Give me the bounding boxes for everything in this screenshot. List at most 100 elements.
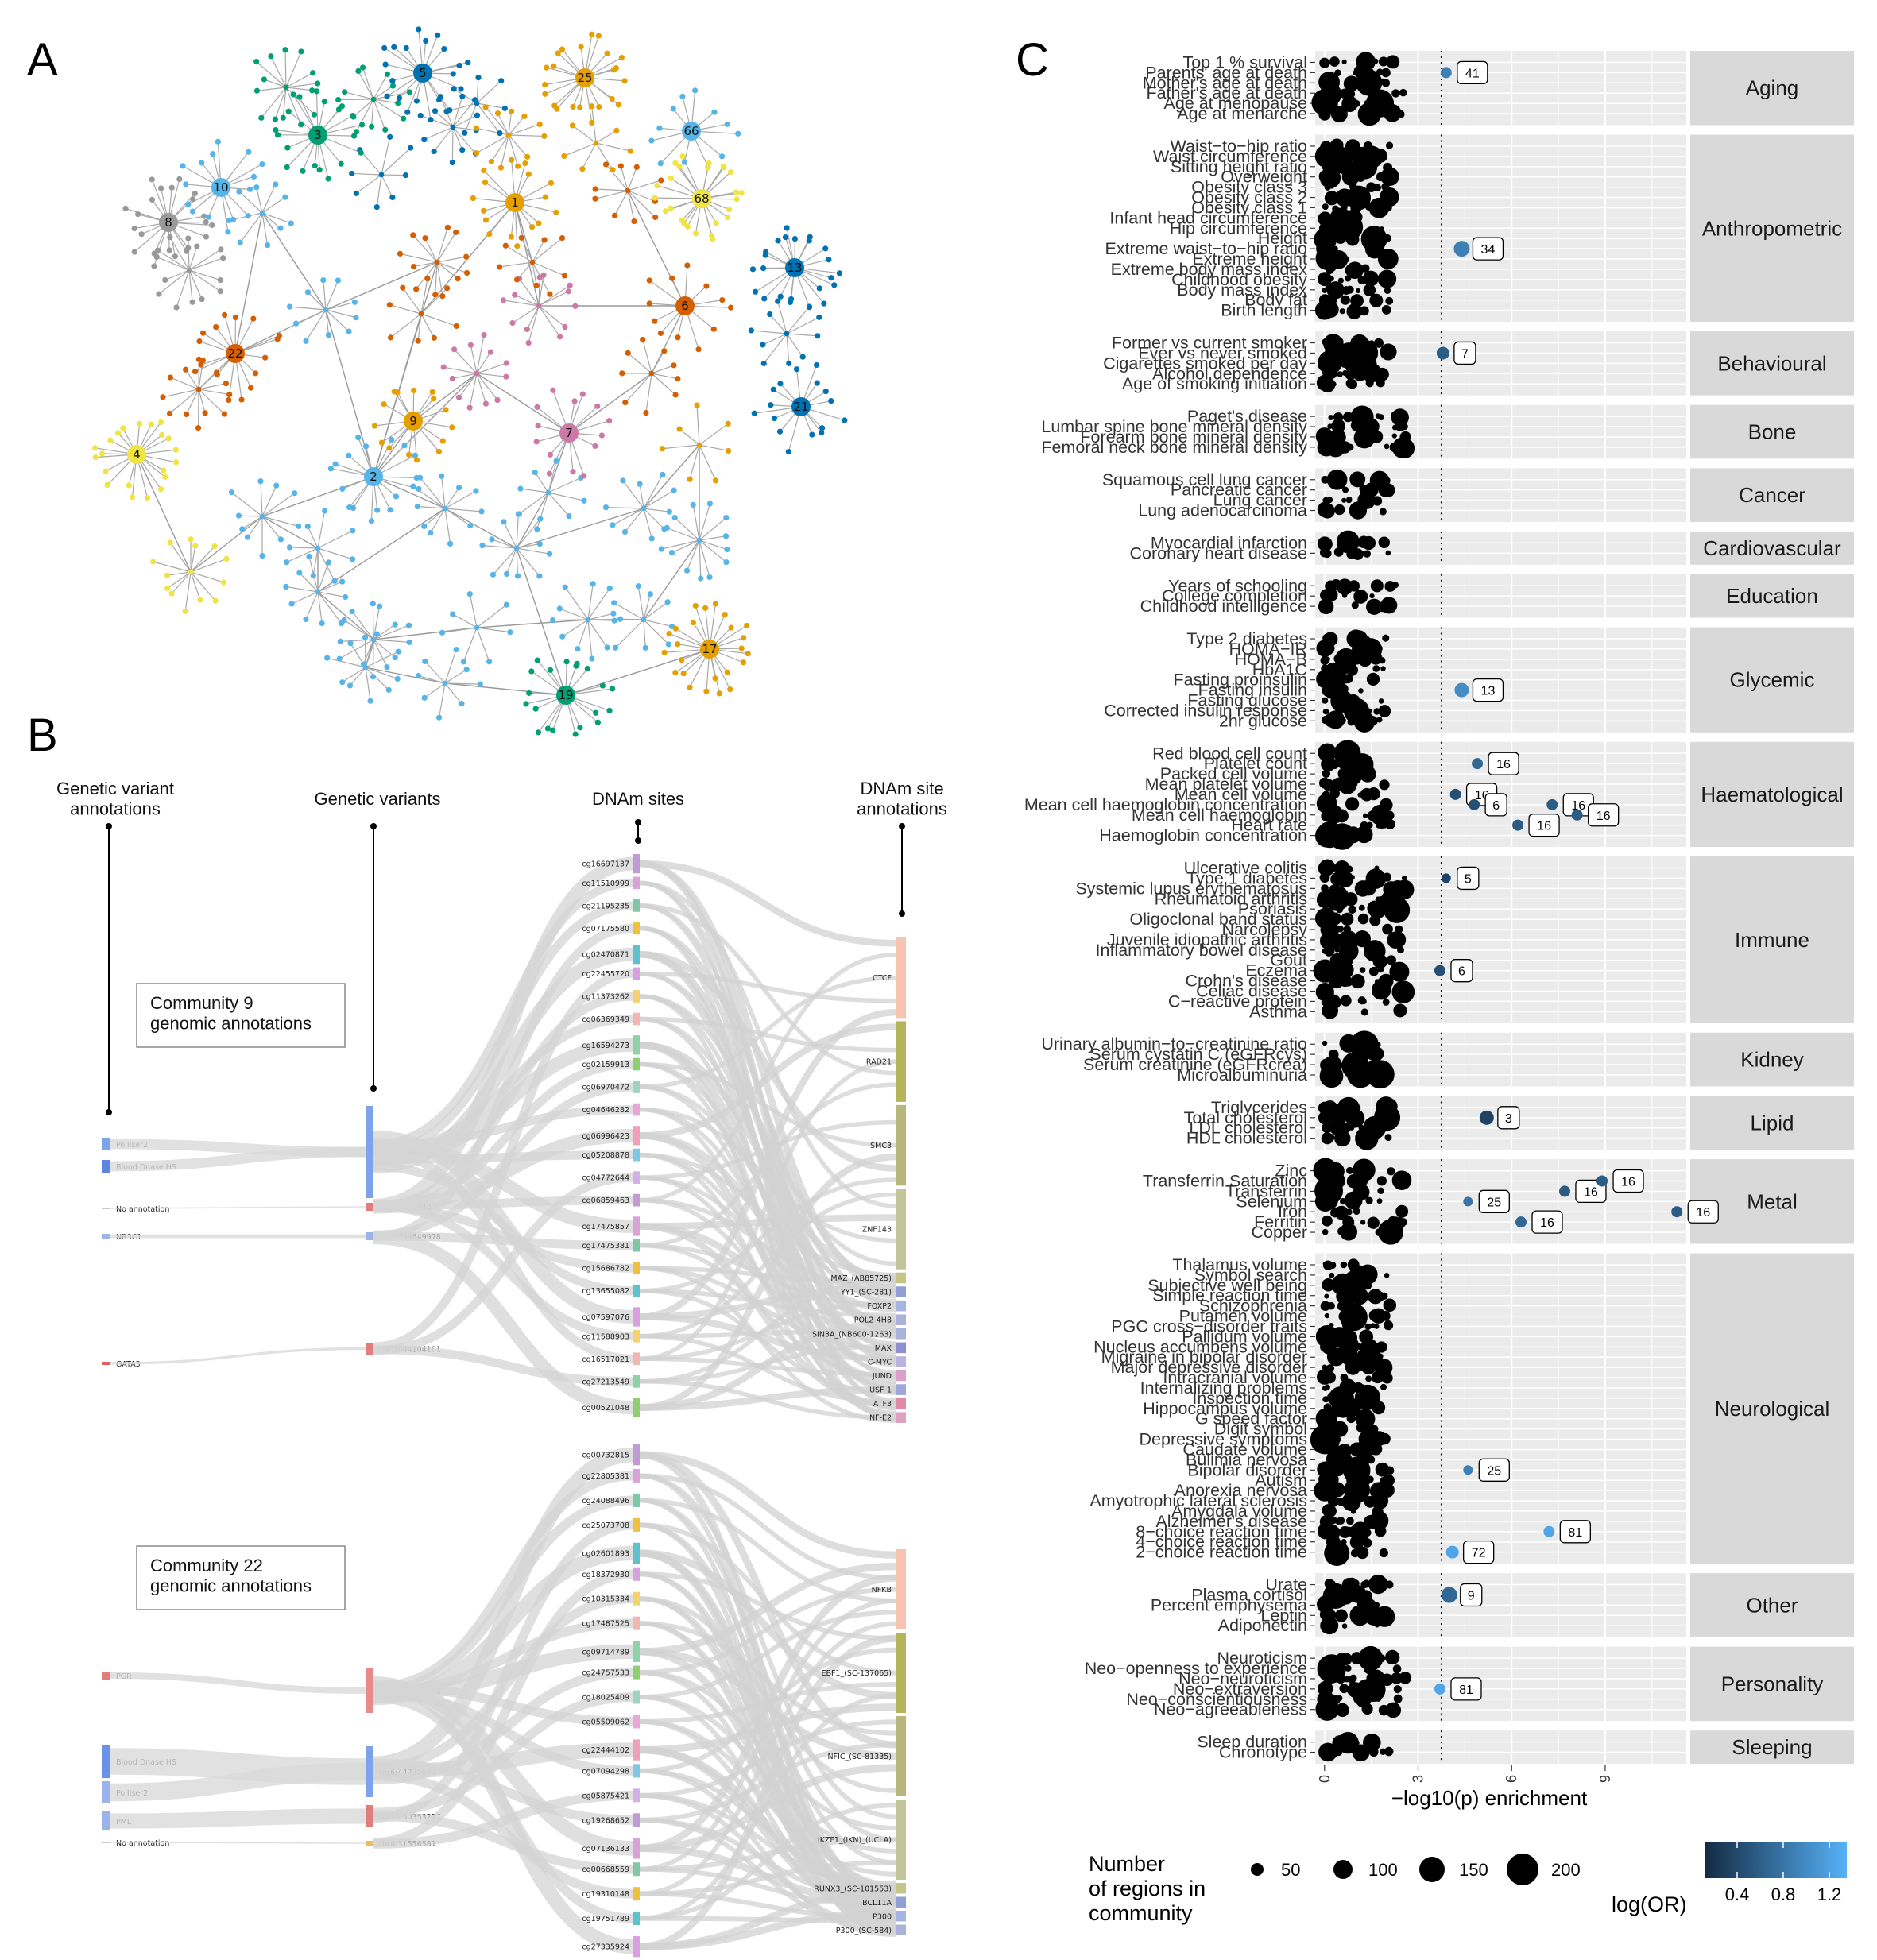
network-edge: [365, 667, 389, 690]
panel-background: [1315, 531, 1686, 565]
enrichment-point: [1381, 305, 1391, 315]
network-node: [668, 205, 674, 211]
network-node: [733, 196, 740, 203]
community-label-box: [1463, 1540, 1495, 1564]
trait-label: Neuroticism: [1217, 1649, 1308, 1668]
site-bar: [633, 1665, 640, 1680]
site-label: cg11510999: [582, 879, 629, 888]
site-annotation-label: SMC3: [870, 1142, 892, 1150]
enrichment-point: [1337, 474, 1347, 484]
site-annotation-flow: [639, 1598, 897, 1872]
enrichment-point: [1340, 995, 1352, 1007]
enrichment-point: [1328, 1547, 1341, 1560]
trait-label: HDL cholesterol: [1186, 1129, 1307, 1148]
network-edge: [317, 547, 335, 582]
network-node: [621, 528, 629, 535]
significant-point: [1515, 1216, 1527, 1228]
network-node: [389, 194, 396, 201]
network-node: [386, 445, 393, 451]
site-bar: [633, 1813, 640, 1827]
variant-annotation-bar: [102, 1811, 110, 1830]
enrichment-point: [1329, 276, 1334, 282]
network-node: [164, 572, 171, 578]
network-edge: [340, 639, 374, 642]
enrichment-point: [1327, 423, 1333, 429]
network-node: [367, 698, 373, 704]
site-annotation-label: RUNX3_(SC-101553): [814, 1885, 892, 1893]
network-node: [410, 483, 416, 489]
significant-point: [1472, 758, 1484, 770]
group-strip: [1690, 404, 1854, 459]
trait-label: Plasma cortisol: [1191, 1585, 1307, 1604]
enrichment-point: [1384, 443, 1390, 450]
network-node: [658, 546, 664, 552]
network-node: [502, 242, 509, 249]
group-strip-label: Behavioural: [1717, 351, 1826, 375]
network-node: [259, 160, 265, 168]
network-node: [473, 125, 479, 131]
header-dnam-sites: DNAm sites: [592, 789, 684, 809]
enrichment-point: [1322, 769, 1331, 778]
network-node: [550, 617, 556, 624]
network-node: [236, 188, 242, 195]
network-node: [221, 411, 228, 417]
network-edge: [420, 114, 454, 128]
network-edge: [436, 232, 457, 263]
network-node: [535, 729, 542, 736]
network-edge: [412, 234, 438, 263]
network-edge: [400, 253, 438, 263]
network-edge: [503, 521, 517, 549]
trait-label: Bipolar disorder: [1187, 1460, 1307, 1479]
network-edge: [508, 134, 519, 167]
trait-label: Coronary heart disease: [1130, 543, 1307, 562]
enrichment-point: [1369, 1510, 1389, 1531]
network-subhub: [315, 589, 321, 595]
site-label: cg11588903: [582, 1332, 629, 1341]
network-edge: [444, 508, 451, 544]
enrichment-point: [1322, 760, 1329, 767]
enrichment-point: [1380, 666, 1386, 671]
enrichment-point: [1350, 1509, 1356, 1514]
enrichment-point: [1376, 582, 1384, 590]
group-strip: [1690, 1646, 1854, 1722]
network-node: [392, 654, 398, 661]
community-label-box: [1457, 866, 1480, 891]
trait-label: Neo−agreeableness: [1154, 1700, 1307, 1719]
network-node: [782, 234, 789, 241]
enrichment-point: [1374, 1695, 1382, 1702]
network-node: [723, 514, 730, 521]
network-node: [421, 694, 428, 701]
network-edge: [491, 539, 517, 549]
enrichment-point: [1360, 1008, 1368, 1016]
network-edge: [625, 373, 652, 404]
network-node: [346, 328, 352, 334]
site-bar: [633, 1591, 640, 1606]
network-edge: [190, 558, 227, 573]
network-subhub: [474, 624, 480, 631]
site-annotation-flow: [639, 1059, 897, 1362]
network-node: [668, 175, 674, 182]
network-node: [349, 556, 356, 562]
network-node: [536, 540, 543, 547]
network-edge: [261, 516, 281, 540]
variant-site-flow: [373, 1676, 634, 1954]
network-node: [611, 212, 618, 218]
network-edge: [327, 657, 366, 668]
network-edge: [389, 304, 422, 315]
network-node: [542, 81, 548, 88]
site-bar: [633, 1171, 640, 1184]
community-label-box: [1460, 1583, 1483, 1607]
enrichment-point: [1380, 167, 1399, 187]
network-node: [453, 323, 459, 330]
site-annotation-bar: [896, 1800, 906, 1880]
group-strip-label: Other: [1746, 1593, 1798, 1617]
network-node: [250, 315, 257, 322]
network-node: [303, 338, 309, 344]
network-node: [610, 522, 616, 528]
enrichment-point: [1330, 579, 1342, 590]
text-line: genomic annotations: [150, 1013, 312, 1033]
enrichment-point: [1325, 1505, 1337, 1517]
enrichment-point: [1371, 871, 1386, 886]
enrichment-point: [1329, 1272, 1335, 1278]
network-node: [710, 236, 716, 242]
